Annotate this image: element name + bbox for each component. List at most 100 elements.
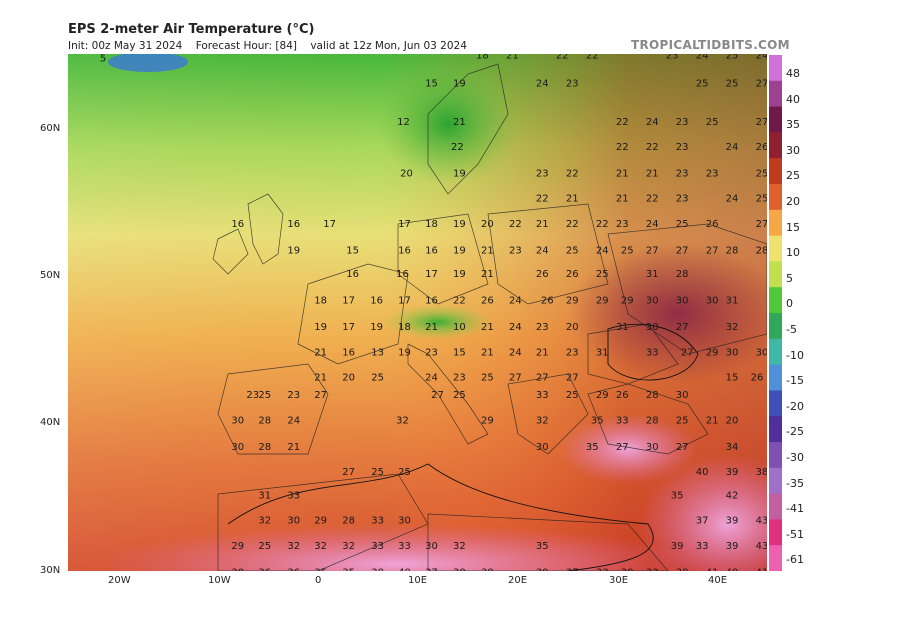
map-value-label: 21 [536, 347, 549, 358]
lat-label-50n: 50N [40, 270, 61, 281]
map-value-label: 25 [566, 390, 579, 401]
map-value-label: 30 [231, 415, 244, 426]
map-value-label: 22 [566, 219, 579, 230]
map-value-label: 17 [425, 269, 438, 280]
color-scale-label: 20 [786, 195, 800, 208]
map-value-label: 19 [453, 245, 466, 256]
map-value-label: 16 [231, 219, 244, 230]
map-value-label: 35 [586, 442, 599, 453]
map-value-label: 24 [509, 296, 522, 307]
map-value-label: 30 [231, 567, 244, 571]
map-value-label: 27 [342, 467, 355, 478]
map-value-label: 29 [621, 296, 634, 307]
map-value-label: 25 [398, 467, 411, 478]
map-value-label: 30 [287, 516, 300, 527]
map-value-label: 38 [676, 567, 689, 571]
color-scale-segment [769, 493, 782, 520]
map-value-label: 40 [398, 567, 411, 571]
map-value-label: 21 [706, 415, 719, 426]
map-value-label: 39 [671, 541, 684, 552]
color-scale-label: 10 [786, 246, 800, 260]
color-scale-label: -15 [786, 374, 804, 388]
map-value-label: 30 [425, 541, 438, 552]
lon-label-10w: 10W [208, 575, 231, 586]
map-value-label: 36 [258, 567, 271, 571]
color-scale-segment [769, 416, 782, 443]
map-value-label: 22 [646, 142, 659, 153]
map-value-label: 17 [398, 296, 411, 307]
map-value-label: 26 [541, 296, 554, 307]
map-value-label: 15 [453, 347, 466, 358]
map-value-label: 19 [453, 169, 466, 180]
map-value-label: 40 [726, 567, 739, 571]
map-value-label: 16 [425, 296, 438, 307]
map-value-label: 23 [676, 117, 689, 128]
map-value-label: 33 [398, 541, 411, 552]
map-value-label: 30 [676, 390, 689, 401]
color-scale-segment [769, 261, 782, 288]
map-value-label: 25 [566, 245, 579, 256]
map-value-label: 27 [706, 245, 719, 256]
map-value-label: 18 [398, 322, 411, 333]
color-scale-label: 48 [786, 67, 800, 80]
map-value-label: 39 [726, 467, 739, 478]
color-scale-segment [769, 364, 782, 391]
scandinavia-cool-area [378, 64, 518, 184]
map-value-label: 39 [726, 516, 739, 527]
map-value-label: 27 [756, 117, 767, 128]
map-value-label: 30 [676, 296, 689, 307]
map-value-label: 10 [453, 322, 466, 333]
map-value-label: 23 [676, 142, 689, 153]
map-value-label: 20 [726, 415, 739, 426]
map-value-label: 22 [509, 219, 522, 230]
map-value-label: 23 [566, 79, 579, 90]
map-value-label: 13 [371, 347, 384, 358]
map-value-label: 25 [258, 390, 271, 401]
map-value-label: 27 [431, 390, 444, 401]
color-scale-segment [769, 467, 782, 495]
map-value-label: 28 [258, 415, 271, 426]
map-value-label: 28 [258, 442, 271, 453]
map-value-label: 23 [536, 169, 549, 180]
map-value-label: 25 [696, 79, 709, 90]
map-value-label: 33 [696, 541, 709, 552]
map-value-label: 23 [425, 347, 438, 358]
map-value-label: 33 [616, 415, 629, 426]
map-value-label: 16 [370, 296, 383, 307]
map-value-label: 43 [756, 516, 767, 527]
map-value-label: 24 [646, 219, 659, 230]
color-scale-segment [769, 158, 782, 185]
map-value-label: 31 [646, 269, 659, 280]
map-value-label: 24 [425, 372, 438, 383]
map-value-label: 21 [566, 194, 579, 205]
map-value-label: 35 [591, 415, 604, 426]
map-value-label: 25 [621, 245, 634, 256]
color-scale-segment [769, 442, 782, 469]
map-value-label: 23 [509, 245, 522, 256]
map-value-label: 30 [398, 516, 411, 527]
map-value-label: 30 [706, 296, 719, 307]
map-value-label: 26 [481, 296, 494, 307]
map-value-label: 28 [342, 516, 355, 527]
map-value-label: 25 [756, 194, 767, 205]
map-value-label: 31 [258, 491, 271, 502]
map-value-label: 28 [646, 415, 659, 426]
map-value-label: 35 [671, 491, 684, 502]
map-value-label: 41 [706, 567, 719, 571]
map-value-label: 28 [726, 245, 739, 256]
map-value-label: 20 [400, 169, 413, 180]
map-value-label: 32 [314, 541, 327, 552]
color-scale-label: 0 [786, 297, 793, 311]
color-scale-label: 25 [786, 169, 800, 183]
map-value-label: 23 [666, 54, 679, 61]
map-value-label: 16 [342, 347, 355, 358]
map-value-label: 19 [314, 322, 327, 333]
map-value-label: 33 [646, 567, 659, 571]
map-value-label: 25 [676, 415, 689, 426]
color-scale-label: 15 [786, 220, 800, 234]
map-value-label: 25 [726, 79, 739, 90]
map-value-label: 26 [536, 269, 549, 280]
color-scale-segment [769, 80, 782, 108]
map-value-label: 25 [371, 372, 384, 383]
